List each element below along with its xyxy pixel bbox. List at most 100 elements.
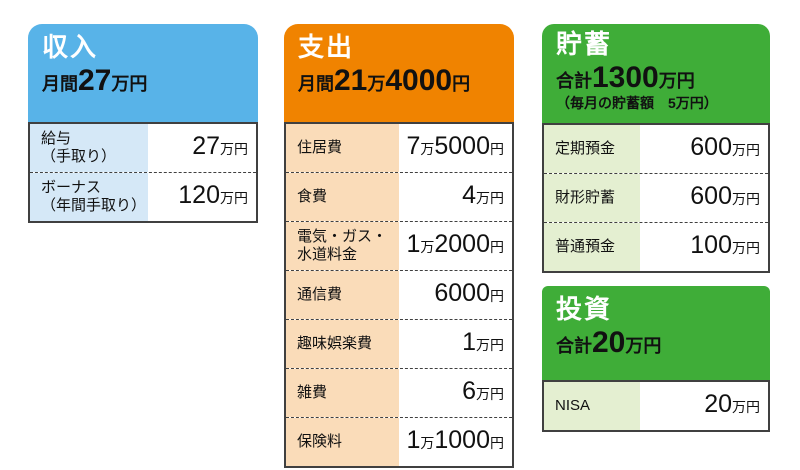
row-value: 7万5000円 (399, 124, 512, 172)
table-row: 財形貯蓄 600万円 (544, 173, 768, 222)
amount-unit: 万円 (220, 141, 248, 157)
amount-number: 4 (462, 181, 476, 209)
card-note: （毎月の貯蓄額 5万円） (556, 95, 718, 112)
row-label: 給与 （手取り） (30, 124, 148, 172)
card-title: 支出 (298, 32, 355, 62)
amount-unit: 万円 (658, 70, 695, 91)
row-label: ボーナス （年間手取り） (30, 173, 148, 221)
amount-unit: 月間 (42, 73, 78, 94)
amount-unit: 万 (367, 73, 386, 94)
row-value: 6000円 (399, 271, 512, 319)
income-card: 収入 月間27万円 給与 （手取り） 27万円 ボーナス （年間手取り） 120… (28, 24, 258, 223)
amount-unit: 月間 (298, 73, 334, 94)
row-value: 120万円 (148, 173, 256, 221)
card-title: 収入 (42, 32, 99, 62)
card-subtitle: 合計20万円 (556, 325, 762, 359)
amount-number: 6 (462, 377, 476, 405)
card-table: 定期預金 600万円 財形貯蓄 600万円 普通預金 100万円 (542, 123, 770, 273)
amount-number: 600 (690, 182, 732, 210)
amount-number: 5000 (434, 132, 490, 160)
amount-number: 600 (690, 133, 732, 161)
table-row: 通信費 6000円 (286, 270, 512, 319)
table-row: 定期預金 600万円 (544, 125, 768, 173)
amount-unit: 万円 (732, 240, 760, 256)
card-title: 貯蓄 (556, 29, 613, 59)
table-row: 趣味娯楽費 1万円 (286, 319, 512, 368)
amount-unit: 円 (452, 73, 471, 94)
amount-unit: 万 (420, 435, 435, 451)
amount-unit: 万円 (732, 191, 760, 207)
card-header: 収入 月間27万円 (28, 24, 258, 122)
amount-unit: 円 (490, 239, 504, 255)
row-value: 600万円 (640, 125, 768, 173)
investment-card: 投資 合計20万円 NISA 20万円 (542, 286, 770, 432)
amount-number: 27 (192, 132, 220, 160)
expenses-column: 支出 月間21万4000円 住居費 7万5000円 食費 4万円 電気・ガス・ … (284, 24, 514, 468)
card-table: 給与 （手取り） 27万円 ボーナス （年間手取り） 120万円 (28, 122, 258, 223)
row-value: 27万円 (148, 124, 256, 172)
amount-unit: 円 (490, 288, 504, 304)
amount-unit: 円 (490, 141, 504, 157)
amount-unit: 万円 (732, 399, 760, 415)
row-value: 1万円 (399, 320, 512, 368)
amount-unit: 万 (420, 239, 435, 255)
savings-investment-column: 貯蓄 合計1300万円 （毎月の貯蓄額 5万円） 定期預金 600万円 財形貯蓄… (542, 24, 770, 432)
amount-unit: 円 (490, 435, 504, 451)
row-label: 趣味娯楽費 (286, 320, 399, 368)
row-label: 食費 (286, 173, 399, 221)
row-label: 電気・ガス・ 水道料金 (286, 222, 399, 270)
card-table: NISA 20万円 (542, 380, 770, 432)
amount-unit: 万円 (220, 190, 248, 206)
amount-number: 1 (406, 230, 421, 258)
table-row: ボーナス （年間手取り） 120万円 (30, 172, 256, 221)
amount-number: 4000 (385, 63, 453, 97)
amount-unit: 合計 (556, 335, 592, 356)
row-value: 1万2000円 (399, 222, 512, 270)
row-label: 通信費 (286, 271, 399, 319)
row-value: 20万円 (640, 382, 768, 430)
table-row: 給与 （手取り） 27万円 (30, 124, 256, 172)
row-value: 6万円 (399, 369, 512, 417)
card-subtitle: 合計1300万円 (556, 60, 762, 94)
row-label: 財形貯蓄 (544, 174, 641, 222)
card-subtitle: 月間21万4000円 (298, 63, 506, 97)
amount-number: 6000 (434, 279, 490, 307)
amount-unit: 万円 (732, 142, 760, 158)
amount-number: 21 (334, 63, 368, 97)
row-label: 普通預金 (544, 223, 641, 271)
income-column: 収入 月間27万円 給与 （手取り） 27万円 ボーナス （年間手取り） 120… (28, 24, 258, 223)
table-row: NISA 20万円 (544, 382, 768, 430)
row-label: 住居費 (286, 124, 399, 172)
amount-number: 20 (592, 325, 626, 359)
amount-number: 100 (690, 231, 732, 259)
amount-number: 7 (406, 132, 421, 160)
row-value: 1万1000円 (399, 418, 512, 466)
card-title: 投資 (556, 294, 613, 324)
amount-number: 27 (78, 63, 112, 97)
amount-number: 20 (704, 390, 732, 418)
amount-number: 1300 (592, 60, 659, 94)
row-label: 雑費 (286, 369, 399, 417)
table-row: 電気・ガス・ 水道料金 1万2000円 (286, 221, 512, 270)
amount-unit: 合計 (556, 70, 592, 91)
amount-unit: 万円 (111, 73, 148, 94)
expenses-card: 支出 月間21万4000円 住居費 7万5000円 食費 4万円 電気・ガス・ … (284, 24, 514, 468)
amount-unit: 万 (420, 141, 435, 157)
amount-unit: 万円 (476, 190, 504, 206)
table-row: 住居費 7万5000円 (286, 124, 512, 172)
savings-card: 貯蓄 合計1300万円 （毎月の貯蓄額 5万円） 定期預金 600万円 財形貯蓄… (542, 24, 770, 273)
row-value: 600万円 (640, 174, 768, 222)
amount-number: 1 (406, 426, 421, 454)
row-value: 4万円 (399, 173, 512, 221)
row-label: NISA (544, 382, 641, 430)
table-row: 食費 4万円 (286, 172, 512, 221)
amount-number: 2000 (434, 230, 490, 258)
card-header: 貯蓄 合計1300万円 （毎月の貯蓄額 5万円） (542, 24, 770, 123)
card-subtitle: 月間27万円 (42, 63, 250, 97)
amount-number: 120 (178, 181, 220, 209)
card-header: 支出 月間21万4000円 (284, 24, 514, 122)
row-label: 定期預金 (544, 125, 641, 173)
amount-number: 1 (462, 328, 476, 356)
table-row: 普通預金 100万円 (544, 222, 768, 271)
